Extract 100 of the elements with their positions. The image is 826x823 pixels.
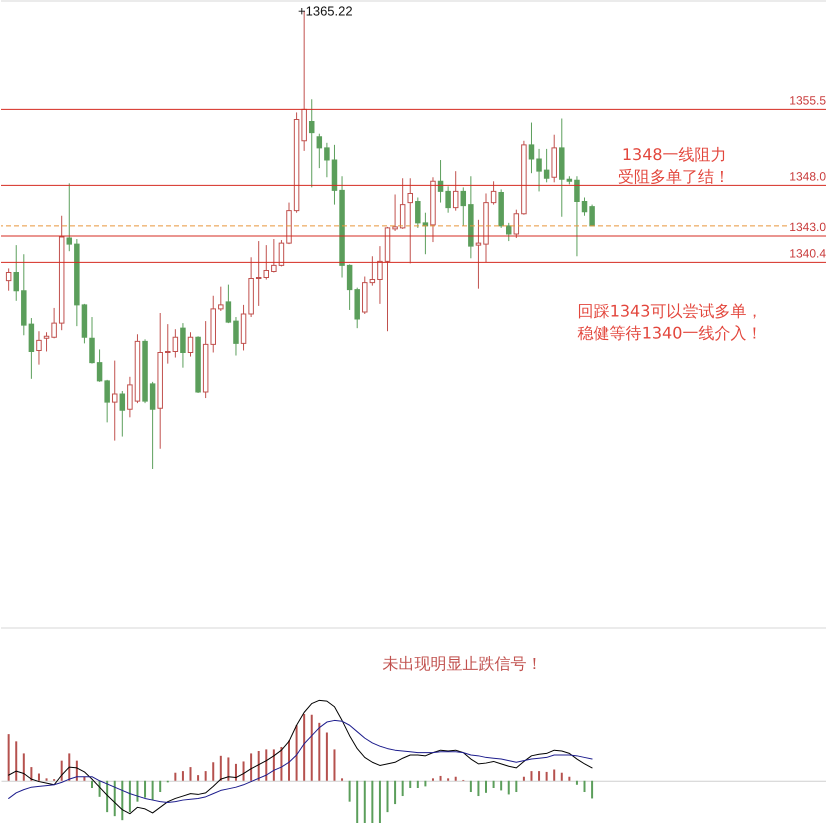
bar: [538, 771, 540, 781]
candlestick: [506, 222, 512, 242]
bar: [227, 757, 230, 781]
bar: [144, 780, 146, 798]
annotation: +1365.22: [298, 3, 353, 18]
candlestick: [460, 186, 466, 226]
candlestick: [490, 180, 496, 206]
candlestick: [13, 244, 19, 302]
candlestick: [6, 268, 12, 292]
bar: [386, 780, 389, 812]
bar: [242, 761, 245, 781]
bar: [60, 760, 63, 781]
bar: [333, 749, 336, 781]
candlestick: [589, 204, 595, 226]
bar: [114, 780, 116, 816]
candlestick: [316, 133, 322, 169]
bar: [576, 780, 578, 785]
candlestick: [264, 244, 270, 280]
bar: [91, 780, 93, 788]
ref-line-label: 1340.4: [789, 246, 826, 260]
bar: [182, 771, 184, 781]
bar: [409, 780, 412, 788]
bar: [8, 734, 10, 781]
candlestick: [324, 142, 330, 178]
candlestick: [407, 178, 413, 264]
candlestick: [96, 348, 102, 382]
candlestick: [218, 286, 224, 312]
bar: [174, 772, 176, 781]
candlestick: [188, 332, 194, 358]
bar: [447, 778, 450, 781]
candlestick: [36, 330, 42, 366]
bar: [440, 776, 442, 781]
ref-line-label: 1355.5: [789, 93, 826, 108]
candlestick: [528, 122, 534, 174]
candlestick: [112, 360, 118, 442]
bar: [220, 756, 222, 781]
candlestick: [452, 170, 458, 212]
bar: [424, 780, 426, 786]
bar: [121, 780, 124, 820]
bar: [106, 780, 108, 812]
candlestick: [514, 209, 520, 239]
bar: [272, 749, 275, 781]
ref-line-label: 1343.0: [789, 220, 826, 234]
bar: [508, 780, 510, 794]
bar: [470, 780, 472, 792]
candlestick: [392, 194, 398, 232]
bar: [296, 725, 298, 781]
candlestick: [165, 324, 171, 364]
candlestick: [172, 328, 178, 358]
candlestick: [476, 219, 482, 290]
bar: [432, 778, 434, 781]
candlestick: [104, 379, 110, 423]
candlestick: [233, 316, 239, 356]
candlestick: [582, 197, 588, 216]
bar: [318, 722, 320, 781]
candlestick: [271, 238, 277, 273]
bar: [515, 780, 518, 792]
candlestick: [308, 98, 314, 188]
bar: [394, 780, 396, 804]
text: 未出现明显止跌信号！: [382, 654, 543, 674]
candlestick: [278, 240, 284, 267]
candlestick: [377, 246, 383, 304]
bar: [477, 780, 480, 796]
bar: [402, 780, 404, 796]
candlestick: [44, 332, 50, 352]
bar: [326, 732, 328, 781]
bar: [348, 780, 351, 802]
bar: [197, 775, 200, 781]
candlestick: [574, 176, 580, 257]
bar: [128, 780, 131, 812]
bar: [522, 776, 525, 781]
bar: [265, 749, 268, 781]
candlestick: [438, 160, 444, 204]
bar: [310, 714, 313, 781]
candlestick: [544, 148, 550, 183]
bar: [560, 772, 563, 781]
bar: [303, 714, 306, 781]
bar: [485, 780, 488, 793]
bar: [22, 753, 25, 781]
bar: [416, 780, 419, 788]
candlestick: [256, 240, 262, 306]
candlestick: [415, 197, 421, 228]
bar: [46, 778, 48, 781]
bar: [15, 741, 18, 781]
ref-line-label: 1348.0: [789, 169, 826, 184]
candlestick: [226, 284, 232, 324]
bar: [68, 753, 70, 781]
candlestick: [120, 390, 126, 438]
bar: [280, 746, 282, 781]
bar: [288, 740, 290, 781]
candlestick: [370, 256, 376, 286]
bar: [500, 780, 502, 790]
bar: [38, 774, 40, 781]
candlestick: [445, 186, 451, 214]
bar: [530, 771, 532, 781]
bar: [546, 772, 548, 781]
bar: [341, 778, 344, 781]
bar: [568, 776, 570, 781]
bar: [234, 764, 237, 781]
text: 1348一线阻力受阻多单了结！: [618, 145, 730, 186]
